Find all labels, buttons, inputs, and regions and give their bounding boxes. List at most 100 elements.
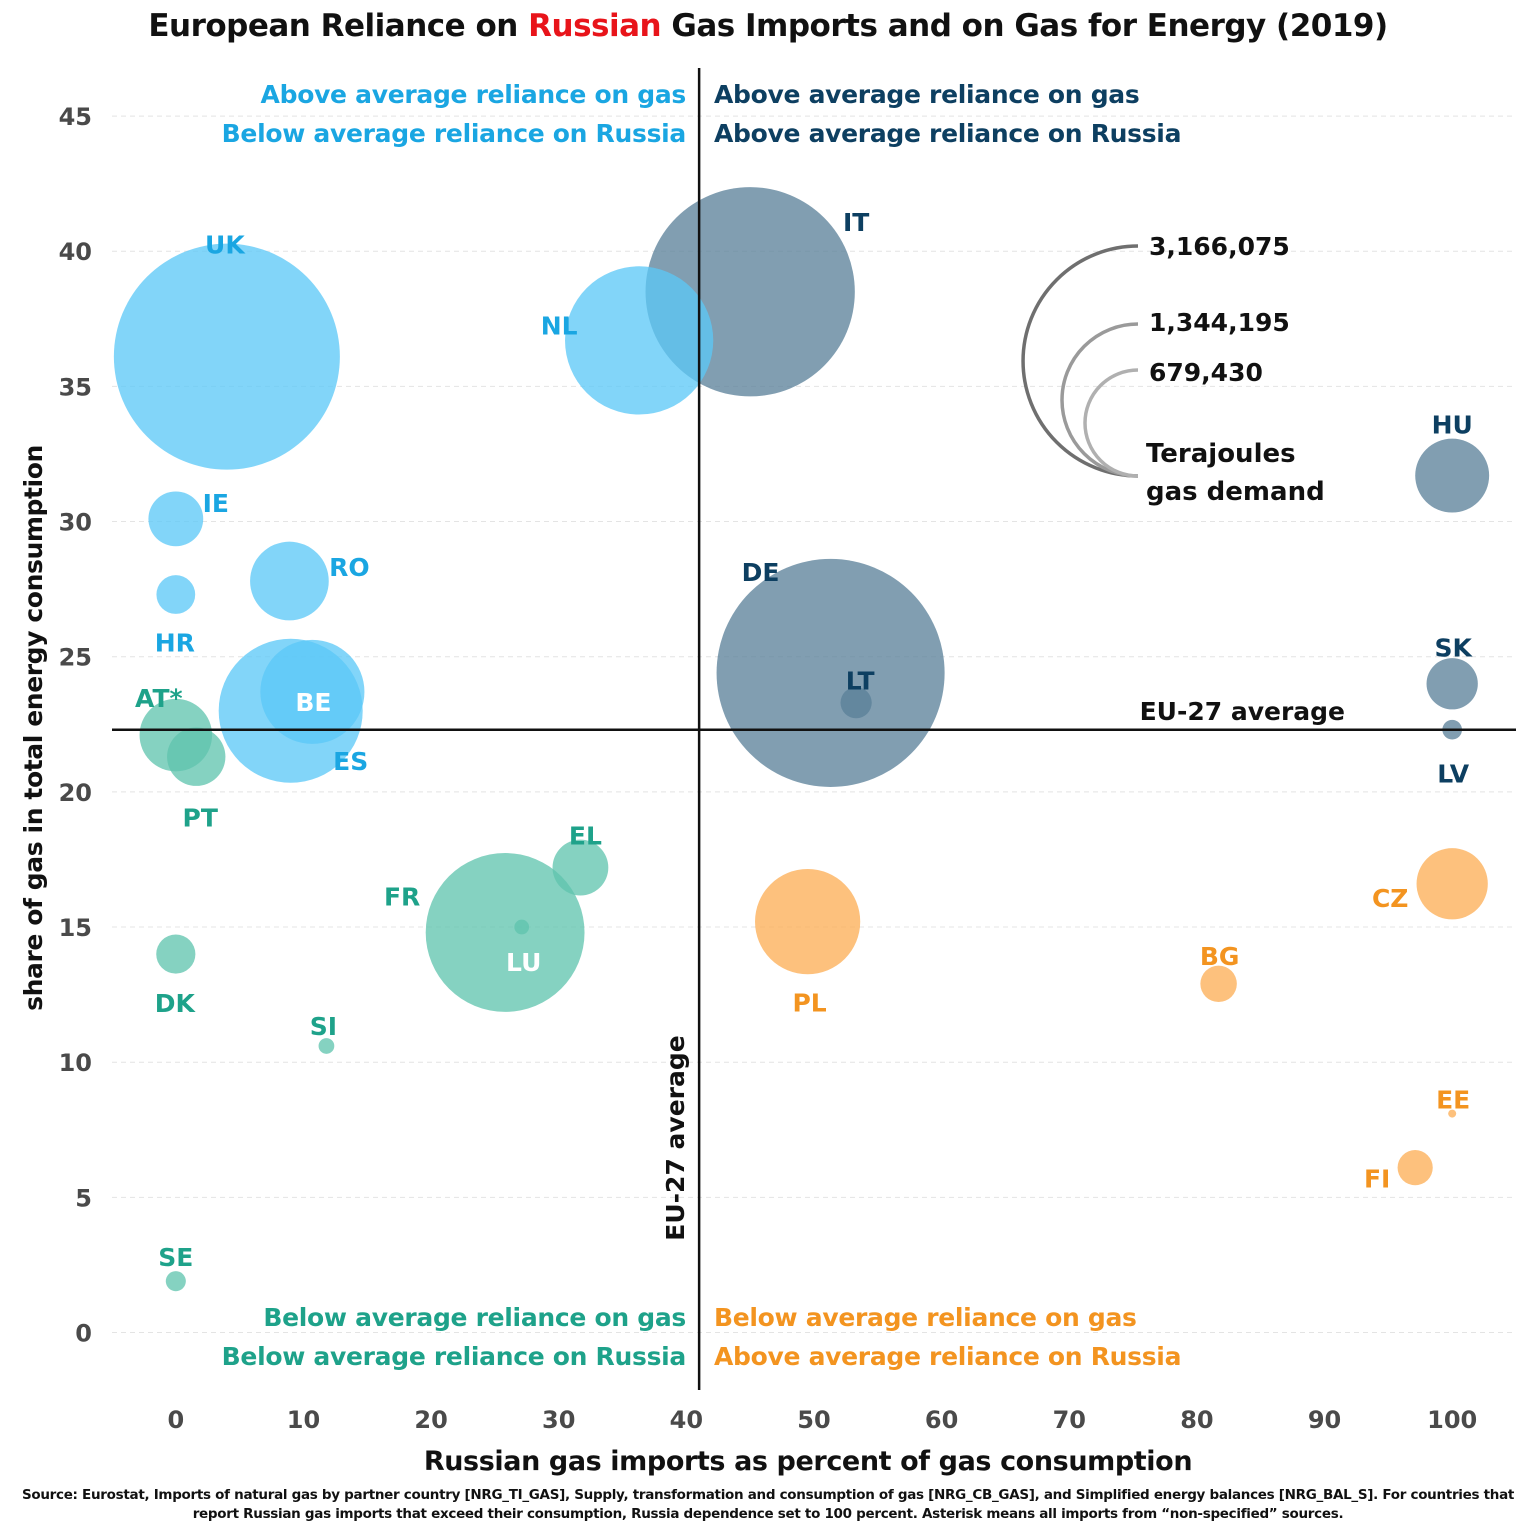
legend-value-2: 1,344,195 — [1149, 308, 1290, 337]
x-tick-label: 60 — [925, 1406, 958, 1434]
y-tick-label: 30 — [59, 509, 92, 537]
legend-title-line-2: gas demand — [1146, 477, 1325, 507]
x-tick-label: 90 — [1308, 1406, 1341, 1434]
bubble-pl — [755, 869, 861, 975]
bubble-fi — [1397, 1150, 1433, 1186]
bubble-dk — [156, 934, 196, 974]
point-label-pl: PL — [792, 989, 826, 1018]
point-label-si: SI — [310, 1012, 337, 1041]
bubble-ie — [148, 491, 204, 547]
bubble-ro — [250, 541, 329, 621]
x-tick-label: 10 — [287, 1406, 320, 1434]
legend-title-line-1: Terajoules — [1146, 439, 1296, 469]
quadrant-top-left-line-2: Below average reliance on Russia — [222, 119, 686, 148]
y-tick-label: 40 — [59, 238, 92, 266]
legend-value-1: 3,166,075 — [1149, 232, 1290, 261]
bubble-hr — [156, 575, 196, 614]
point-label-ie: IE — [203, 489, 229, 518]
point-label-el: EL — [569, 822, 602, 851]
x-tick-label: 100 — [1427, 1406, 1477, 1434]
quadrant-top-right-line-2: Above average reliance on Russia — [714, 119, 1181, 148]
point-label-be: BE — [295, 688, 331, 717]
y-axis-title: share of gas in total energy consumption — [19, 445, 48, 1011]
x-tick-label: 30 — [542, 1406, 575, 1434]
point-label-hr: HR — [155, 629, 195, 658]
y-tick-label: 25 — [59, 644, 92, 672]
y-tick-label: 5 — [75, 1184, 92, 1212]
point-label-se: SE — [158, 1243, 193, 1272]
quadrant-bottom-right-line-2: Above average reliance on Russia — [714, 1342, 1181, 1371]
point-label-nl: NL — [541, 311, 578, 340]
point-label-fr: FR — [384, 882, 420, 911]
chart-title: European Reliance on Russian Gas Imports… — [0, 8, 1536, 44]
bubble-el — [552, 839, 609, 896]
point-label-de: DE — [742, 558, 780, 587]
quadrant-bottom-left-line-2: Below average reliance on Russia — [222, 1342, 686, 1371]
source-note: Source: Eurostat, Imports of natural gas… — [21, 1487, 1515, 1522]
point-label-uk: UK — [205, 231, 246, 260]
x-average-label: EU-27 average — [661, 1035, 690, 1240]
y-tick-label: 35 — [59, 373, 92, 401]
axes: 0 5 10 15 20 25 30 35 40 45 0 10 20 30 40 50 60 70 80 90 100… — [19, 103, 1477, 1477]
point-label-fi: FI — [1364, 1165, 1390, 1194]
bubble-be — [260, 639, 365, 744]
legend-arc-1 — [1021, 244, 1139, 478]
legend-arc-3 — [1083, 368, 1139, 478]
bubble-fr — [425, 853, 585, 1012]
y-tick-label: 45 — [59, 103, 92, 131]
bubble-bg — [1200, 965, 1237, 1003]
y-tick-label: 0 — [75, 1320, 92, 1348]
title-pre: European Reliance on — [148, 8, 529, 44]
bubble-labels: UK NL IT IE RO HR BE ES AT* PT DE LT HU SK LV EL FR LU DK S… — [135, 208, 1473, 1272]
bubble-ee — [1448, 1109, 1457, 1118]
point-label-sk: SK — [1434, 634, 1473, 663]
x-tick-label: 40 — [670, 1406, 703, 1434]
bubble-nl — [565, 266, 714, 415]
bubble-se — [165, 1271, 186, 1292]
x-axis-title: Russian gas imports as percent of gas co… — [424, 1446, 1192, 1477]
bubble-uk — [113, 243, 340, 470]
reference-lines: EU-27 average EU-27 average — [112, 68, 1516, 1390]
quadrant-bottom-right-line-1: Below average reliance on gas — [714, 1303, 1137, 1332]
bubble-cz — [1416, 848, 1488, 920]
legend-arc-2 — [1060, 322, 1139, 478]
bubble-si — [318, 1038, 335, 1054]
point-label-lu: LU — [506, 948, 541, 977]
quadrant-top-right-line-1: Above average reliance on gas — [714, 80, 1139, 109]
point-label-it: IT — [843, 208, 869, 237]
bubble-chart: EU-27 average EU-27 average UK NL IT IE RO HR B… — [19, 68, 1516, 1477]
bubble-lt — [840, 687, 872, 719]
point-label-at: AT* — [135, 684, 183, 713]
x-tick-label: 80 — [1180, 1406, 1213, 1434]
quadrant-labels: Above average reliance on gas Below avera… — [222, 80, 1182, 1371]
point-label-pt: PT — [183, 804, 218, 833]
size-legend: 3,166,075 1,344,195 679,430 Terajoules gas d… — [1021, 232, 1325, 507]
point-label-ro: RO — [329, 553, 370, 582]
bubble-hu — [1415, 438, 1490, 513]
y-tick-label: 20 — [59, 779, 92, 807]
bubble-lu — [514, 919, 530, 935]
title-post: Gas Imports and on Gas for Energy (2019) — [661, 8, 1388, 44]
y-tick-label: 15 — [59, 914, 92, 942]
point-label-bg: BG — [1200, 942, 1240, 971]
title-highlight: Russian — [528, 8, 662, 44]
point-label-dk: DK — [155, 989, 197, 1018]
bubble-de — [716, 558, 945, 787]
x-tick-label: 0 — [167, 1406, 184, 1434]
x-tick-label: 20 — [414, 1406, 447, 1434]
point-label-cz: CZ — [1372, 884, 1408, 913]
point-label-es: ES — [333, 747, 368, 776]
point-label-lt: LT — [846, 667, 875, 696]
quadrant-bottom-left-line-1: Below average reliance on gas — [263, 1303, 686, 1332]
x-tick-label: 50 — [797, 1406, 830, 1434]
y-tick-label: 10 — [59, 1049, 92, 1077]
bubbles — [113, 187, 1490, 1292]
quadrant-top-left-line-1: Above average reliance on gas — [261, 80, 686, 109]
x-tick-label: 70 — [1053, 1406, 1086, 1434]
point-label-hu: HU — [1432, 411, 1473, 440]
bubble-sk — [1426, 658, 1478, 710]
y-average-label: EU-27 average — [1140, 697, 1345, 726]
point-label-ee: EE — [1436, 1086, 1470, 1115]
point-label-lv: LV — [1437, 760, 1469, 789]
bubble-pt — [167, 727, 226, 786]
